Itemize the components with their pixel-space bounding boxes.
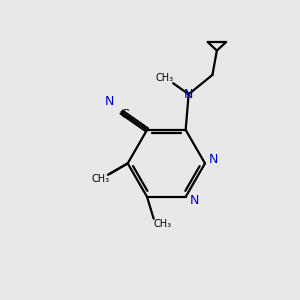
Text: CH₃: CH₃ [92,174,110,184]
Text: N: N [184,88,193,101]
Text: N: N [209,153,219,166]
Text: CH₃: CH₃ [154,219,172,229]
Text: N: N [105,94,114,108]
Text: C: C [120,108,129,121]
Text: CH₃: CH₃ [155,73,173,83]
Text: N: N [190,194,199,207]
